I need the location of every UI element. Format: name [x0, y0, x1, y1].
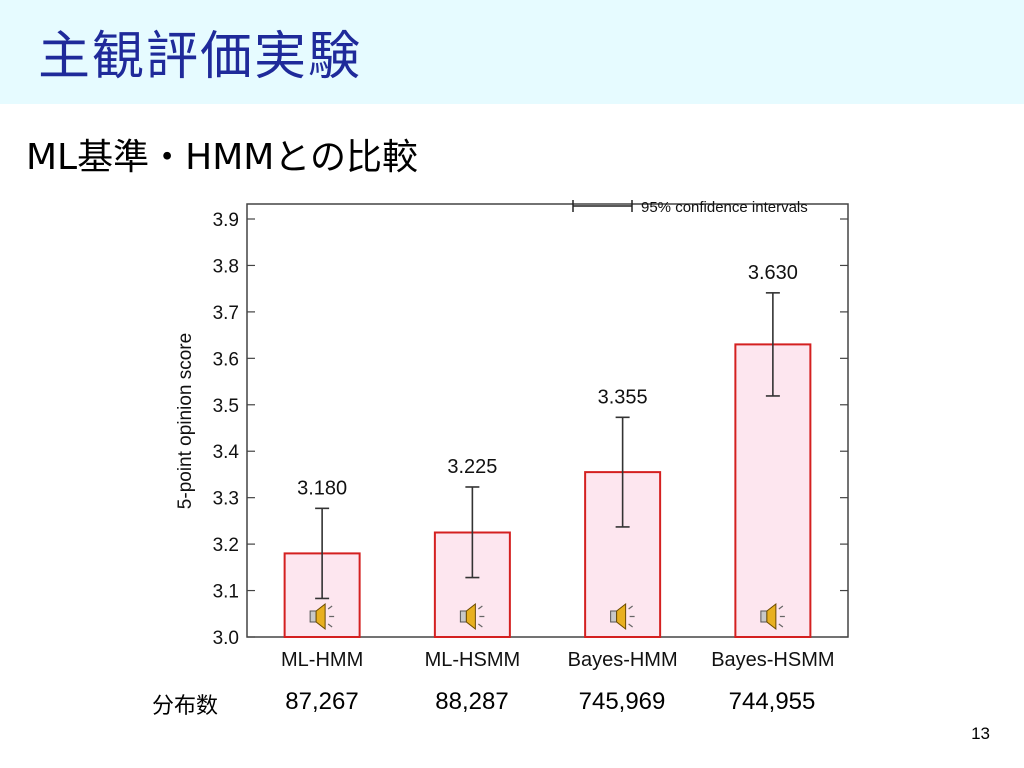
y-axis-label: 5-point opinion score — [175, 333, 196, 509]
speaker-icon-part — [465, 602, 476, 631]
speaker-icon[interactable] — [309, 602, 335, 631]
category-label-bayes-hsmm: Bayes-HSMM — [711, 649, 834, 671]
slide-subtitle: ML基準・HMMとの比較 — [26, 137, 418, 178]
speaker-icon-part — [628, 605, 635, 628]
distribution-count-ml-hmm: 87,267 — [285, 688, 359, 715]
page-number: 13 — [971, 724, 990, 743]
speaker-icon-part — [610, 610, 618, 623]
y-tick-label: 3.6 — [213, 349, 239, 370]
y-tick-label: 3.7 — [213, 303, 239, 324]
speaker-icon[interactable] — [459, 602, 485, 631]
category-label-bayes-hmm: Bayes-HMM — [568, 649, 678, 671]
legend: 95% confidence intervals — [572, 199, 808, 216]
title-bar — [0, 0, 1024, 104]
distribution-count-label: 分布数 — [152, 694, 219, 719]
slide-title: 主観評価実験 — [38, 27, 363, 87]
speaker-icon[interactable] — [610, 602, 635, 631]
speaker-icon-part — [459, 610, 467, 623]
plot-frame — [246, 203, 849, 638]
y-tick-label: 3.2 — [213, 535, 239, 556]
category-label-ml-hmm: ML-HMM — [281, 649, 363, 671]
legend-label: 95% confidence intervals — [641, 199, 808, 216]
y-tick-label: 3.3 — [213, 489, 239, 510]
speaker-icon-part — [766, 602, 777, 631]
speaker-icon-part — [478, 605, 485, 628]
y-tick-label: 3.8 — [213, 256, 239, 277]
y-tick-label: 3.1 — [213, 582, 239, 603]
speaker-icon-part — [327, 605, 335, 628]
distribution-count-bayes-hsmm: 744,955 — [728, 688, 816, 715]
value-label-bayes-hsmm: 3.630 — [748, 262, 798, 284]
speaker-icon-part — [778, 605, 785, 628]
value-label-ml-hsmm: 3.225 — [447, 456, 497, 478]
y-tick-label: 3.9 — [213, 210, 239, 231]
speaker-icon[interactable] — [760, 602, 785, 631]
speaker-icon-part — [760, 610, 768, 623]
speaker-icon-part — [315, 602, 326, 631]
speaker-icon-part — [616, 602, 627, 631]
y-tick-label: 3.5 — [213, 396, 239, 417]
y-tick-label: 3.0 — [213, 628, 239, 649]
value-label-ml-hmm: 3.180 — [297, 477, 347, 499]
speaker-icon-part — [309, 610, 317, 623]
distribution-count-ml-hsmm: 88,287 — [435, 688, 509, 715]
distribution-count-bayes-hmm: 745,969 — [578, 688, 666, 715]
category-label-ml-hsmm: ML-HSMM — [425, 649, 521, 671]
y-tick-label: 3.4 — [213, 442, 240, 463]
value-label-bayes-hmm: 3.355 — [598, 386, 648, 408]
